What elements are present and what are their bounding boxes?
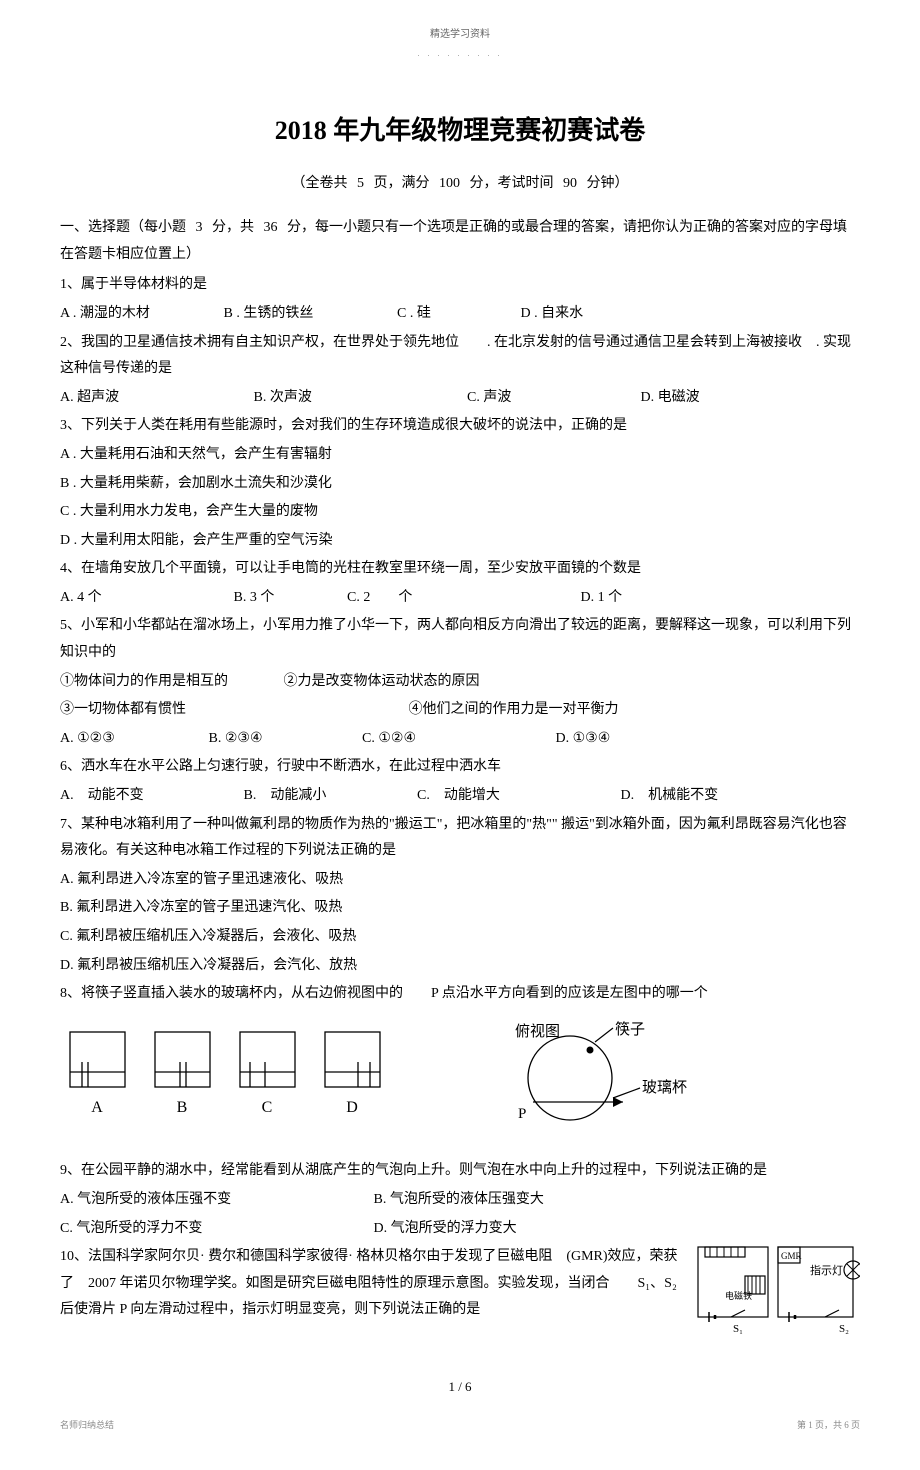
chopstick-label: 筷子 — [615, 1021, 645, 1038]
footer-left-text: 名师归纳总结 — [60, 1420, 114, 1430]
q9-optA: A. 气泡所受的液体压强不变 — [60, 1187, 370, 1214]
q5-optC: C. ①②④ — [362, 726, 552, 753]
q7-stem: 7、某种电冰箱利用了一种叫做氟利昂的物质作为热的"搬运工"，把冰箱里的"热"" … — [60, 812, 860, 865]
s2-label: S₂ — [839, 1323, 849, 1335]
label-B: B — [177, 1099, 188, 1116]
q8-stem: 8、将筷子竖直插入装水的玻璃杯内，从右边俯视图中的 P 点沿水平方向看到的应该是… — [60, 981, 860, 1008]
em-label: 电磁铁 — [725, 1290, 752, 1301]
q2-optC: C. 声波 — [467, 385, 637, 412]
topview-svg: 俯视图 筷子 P 玻璃杯 — [485, 1020, 710, 1130]
q5-options: A. ①②③ B. ②③④ C. ①②④ D. ①③④ — [60, 726, 860, 753]
q1-optA: A . 潮湿的木材 — [60, 301, 220, 328]
q5-optD: D. ①③④ — [556, 726, 611, 753]
page-title: 2018 年九年级物理竞赛初赛试卷 — [60, 106, 860, 155]
label-D: D — [346, 1099, 358, 1116]
q6-optD: D. 机械能不变 — [621, 783, 719, 810]
q9-options2: C. 气泡所受的浮力不变 D. 气泡所受的浮力变大 — [60, 1216, 860, 1243]
s1-label: S₁ — [733, 1323, 743, 1335]
q3-optA: A . 大量耗用石油和天然气，会产生有害辐射 — [60, 442, 860, 469]
q5-line1: ①物体间力的作用是相互的 ②力是改变物体运动状态的原因 — [60, 669, 860, 696]
q5-item1: ①物体间力的作用是相互的 — [60, 669, 280, 696]
q10-container: 10、法国科学家阿尔贝· 费尔和德国科学家彼得· 格林贝格尔由于发现了巨磁电阻 … — [60, 1244, 860, 1350]
q5-optA: A. ①②③ — [60, 726, 205, 753]
q4-optA: A. 4 个 — [60, 585, 230, 612]
chopstick-dot — [587, 1046, 594, 1053]
q6-optA: A. 动能不变 — [60, 783, 240, 810]
q1-optB: B . 生锈的铁丝 — [224, 301, 394, 328]
q1-optC: C . 硅 — [397, 301, 517, 328]
footer: 名师归纳总结 第 1 页，共 6 页 — [60, 1417, 860, 1434]
q3-optB: B . 大量耗用柴薪，会加剧水土流失和沙漠化 — [60, 471, 860, 498]
q9-optB: B. 气泡所受的液体压强变大 — [374, 1187, 544, 1214]
q9-options1: A. 气泡所受的液体压强不变 B. 气泡所受的液体压强变大 — [60, 1187, 860, 1214]
q5-line2: ③一切物体都有惯性 ④他们之间的作用力是一对平衡力 — [60, 697, 860, 724]
q8-abcd-diagram: A B C D — [60, 1027, 400, 1133]
cup-label: 玻璃杯 — [642, 1079, 687, 1096]
label-C: C — [262, 1099, 273, 1116]
q6-optB: B. 动能减小 — [244, 783, 414, 810]
q1-stem: 1、属于半导体材料的是 — [60, 272, 860, 299]
q2-stem: 2、我国的卫星通信技术拥有自主知识产权，在世界处于领先地位 . 在北京发射的信号… — [60, 330, 860, 383]
q6-stem: 6、洒水车在水平公路上匀速行驶，行驶中不断洒水，在此过程中洒水车 — [60, 754, 860, 781]
q8-topview-diagram: 俯视图 筷子 P 玻璃杯 — [485, 1020, 710, 1141]
q6-options: A. 动能不变 B. 动能减小 C. 动能增大 D. 机械能不变 — [60, 783, 860, 810]
q10-circuit-diagram: 电磁铁 S₁ GMR 指示灯 S₂ — [695, 1244, 860, 1350]
header-dots: . . . . . . . . . — [60, 46, 860, 61]
q3-stem: 3、下列关于人类在耗用有些能源时，会对我们的生存环境造成很大破坏的说法中，正确的… — [60, 413, 860, 440]
p-label: P — [518, 1106, 526, 1122]
q2-optB: B. 次声波 — [254, 385, 464, 412]
exam-subtitle: （全卷共 5 页，满分 100 分，考试时间 90 分钟） — [60, 171, 860, 198]
q9-optC: C. 气泡所受的浮力不变 — [60, 1216, 370, 1243]
q9-stem: 9、在公园平静的湖水中，经常能看到从湖底产生的气泡向上升。则气泡在水中向上升的过… — [60, 1158, 860, 1185]
q2-optA: A. 超声波 — [60, 385, 250, 412]
q3-optC: C . 大量利用水力发电，会产生大量的废物 — [60, 499, 860, 526]
section-1-header: 一、选择题（每小题 3 分，共 36 分，每一小题只有一个选项是正确的或最合理的… — [60, 215, 860, 268]
header-tag: 精选学习资料 — [60, 25, 860, 44]
q6-optC: C. 动能增大 — [417, 783, 617, 810]
q4-optC: C. 2 个 — [347, 585, 577, 612]
q9-optD: D. 气泡所受的浮力变大 — [374, 1216, 517, 1243]
q7-optD: D. 氟利昂被压缩机压入冷凝器后，会汽化、放热 — [60, 953, 860, 980]
page-number: 1 / 6 — [60, 1375, 860, 1400]
q5-item3: ③一切物体都有惯性 — [60, 697, 405, 724]
indicator-label: 指示灯 — [810, 1263, 843, 1277]
q4-optD: D. 1 个 — [581, 585, 623, 612]
q2-optD: D. 电磁波 — [641, 385, 700, 412]
footer-right-text: 第 1 页，共 6 页 — [797, 1417, 860, 1434]
q2-options: A. 超声波 B. 次声波 C. 声波 D. 电磁波 — [60, 385, 860, 412]
q4-stem: 4、在墙角安放几个平面镜，可以让手电筒的光柱在教室里环绕一周，至少安放平面镜的个… — [60, 556, 860, 583]
q5-stem: 5、小军和小华都站在溜冰场上，小军用力推了小华一下，两人都向相反方向滑出了较远的… — [60, 613, 860, 666]
gmr-label: GMR — [781, 1251, 802, 1261]
q7-optC: C. 氟利昂被压缩机压入冷凝器后，会液化、吸热 — [60, 924, 860, 951]
q5-item4: ④他们之间的作用力是一对平衡力 — [409, 697, 619, 724]
q1-optD: D . 自来水 — [521, 301, 584, 328]
q5-optB: B. ②③④ — [209, 726, 359, 753]
q7-optA: A. 氟利昂进入冷冻室的管子里迅速液化、吸热 — [60, 867, 860, 894]
q7-optB: B. 氟利昂进入冷冻室的管子里迅速汽化、吸热 — [60, 895, 860, 922]
q8-diagram-row: A B C D 俯视图 筷子 P 玻璃杯 — [60, 1020, 860, 1141]
q5-item2: ②力是改变物体运动状态的原因 — [284, 669, 480, 696]
label-A: A — [91, 1099, 103, 1116]
q4-optB: B. 3 个 — [234, 585, 344, 612]
topview-label: 俯视图 — [515, 1023, 560, 1040]
circuit-svg: 电磁铁 S₁ GMR 指示灯 S₂ — [695, 1244, 860, 1339]
q10-stem: 10、法国科学家阿尔贝· 费尔和德国科学家彼得· 格林贝格尔由于发现了巨磁电阻 … — [60, 1244, 687, 1324]
q4-options: A. 4 个 B. 3 个 C. 2 个 D. 1 个 — [60, 585, 860, 612]
q1-options: A . 潮湿的木材 B . 生锈的铁丝 C . 硅 D . 自来水 — [60, 301, 860, 328]
abcd-cups-svg: A B C D — [60, 1027, 400, 1122]
q3-optD: D . 大量利用太阳能，会产生严重的空气污染 — [60, 528, 860, 555]
